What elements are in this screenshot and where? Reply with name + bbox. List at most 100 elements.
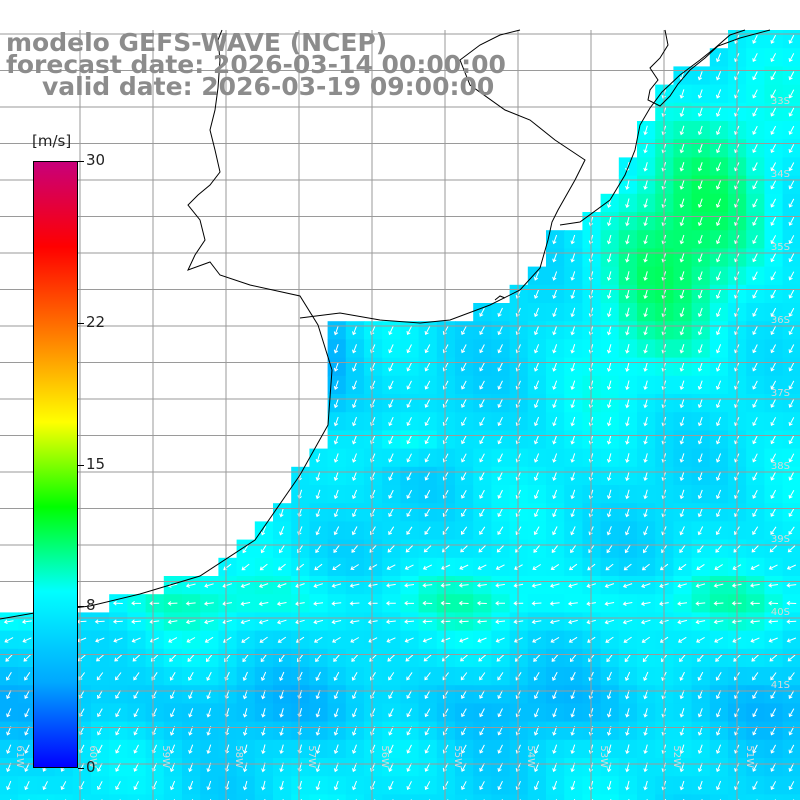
wind-arrow: [606, 435, 612, 445]
wind-arrow: [768, 600, 779, 606]
wind-arrow: [752, 125, 758, 135]
wind-arrow: [479, 690, 485, 699]
wind-arrow: [552, 380, 558, 390]
wind-arrow: [497, 708, 503, 718]
wind-arrow: [115, 781, 121, 791]
wind-arrow: [770, 326, 777, 336]
wind-arrow: [788, 726, 795, 736]
wind-speed-cell: [509, 794, 529, 800]
wind-arrow: [349, 583, 360, 588]
wind-arrow: [643, 307, 648, 318]
wind-arrow: [461, 435, 467, 445]
wind-arrow: [552, 507, 558, 518]
wind-arrow: [788, 781, 795, 791]
wind-arrow: [788, 162, 795, 172]
wind-arrow: [115, 708, 121, 718]
wind-arrow: [570, 744, 576, 755]
wind-speed-cell: [36, 794, 56, 800]
wind-arrow: [188, 744, 194, 754]
wind-arrow: [679, 380, 685, 391]
wind-arrow: [679, 89, 685, 99]
wind-arrow: [770, 435, 777, 445]
wind-arrow: [424, 417, 431, 427]
wind-arrow: [497, 780, 503, 791]
wind-arrow: [640, 619, 651, 625]
wind-arrow: [386, 564, 396, 570]
wind-arrow: [788, 690, 795, 699]
wind-arrow: [643, 180, 648, 190]
wind-arrow: [679, 253, 685, 263]
wind-arrow: [388, 453, 394, 463]
wind-arrow: [697, 180, 703, 190]
wind-arrow: [187, 654, 195, 662]
wind-arrow: [242, 544, 249, 554]
wind-arrow: [679, 216, 685, 227]
wind-arrow: [695, 601, 706, 606]
wind-arrow: [549, 601, 560, 606]
longitude-label: 59W: [160, 745, 171, 768]
wind-arrow: [715, 325, 722, 336]
wind-arrow: [715, 216, 722, 227]
wind-speed-cell: [145, 794, 165, 800]
wind-arrow: [495, 600, 505, 606]
wind-arrow: [697, 125, 703, 136]
wind-arrow: [752, 307, 758, 317]
wind-arrow: [6, 744, 12, 754]
wind-arrow: [424, 489, 431, 499]
wind-arrow: [715, 180, 722, 190]
wind-arrow: [113, 637, 123, 643]
wind-arrow: [352, 362, 357, 372]
wind-arrow: [770, 180, 777, 190]
wind-arrow: [406, 326, 412, 336]
wind-arrow: [606, 544, 613, 554]
wind-arrow: [570, 435, 576, 445]
wind-arrow: [606, 216, 612, 227]
wind-arrow: [95, 637, 105, 643]
wind-arrow: [679, 198, 685, 209]
wind-arrow: [279, 671, 285, 681]
wind-arrow: [531, 583, 542, 588]
wind-arrow: [461, 362, 467, 372]
wind-arrow: [477, 564, 487, 570]
wind-arrow: [570, 234, 576, 245]
wind-arrow: [22, 637, 32, 643]
wind-arrow: [788, 289, 795, 299]
coastline: [0, 29, 771, 620]
wind-arrow: [404, 600, 415, 606]
wind-arrow: [770, 162, 777, 172]
wind-speed-cell: [473, 794, 492, 800]
wind-arrow: [458, 583, 469, 588]
wind-arrow: [422, 637, 433, 643]
wind-arrow: [461, 380, 467, 390]
wind-arrow: [625, 416, 630, 427]
wind-speed-cell: [418, 794, 438, 800]
wind-arrow: [713, 619, 724, 625]
wind-arrow: [625, 234, 630, 245]
wind-arrow: [643, 489, 648, 500]
wind-arrow: [332, 563, 341, 570]
wind-arrow: [679, 344, 685, 354]
wind-arrow: [333, 416, 339, 427]
wind-arrow: [242, 744, 248, 755]
wind-arrow: [715, 143, 722, 154]
wind-arrow: [132, 654, 141, 662]
wind-arrow: [625, 216, 630, 227]
wind-arrow: [115, 744, 121, 754]
wind-arrow: [552, 398, 558, 409]
wind-arrow: [770, 453, 777, 463]
wind-speed-cell: [72, 794, 92, 800]
wind-speed-cell: [91, 794, 110, 800]
colorbar-tick-label: 15: [86, 454, 106, 473]
wind-arrow: [533, 271, 540, 281]
wind-arrow: [551, 654, 559, 662]
wind-arrow: [169, 671, 176, 681]
wind-arrow: [295, 619, 305, 625]
wind-arrow: [131, 619, 142, 625]
wind-arrow: [606, 234, 612, 245]
wind-arrow: [242, 654, 249, 663]
latitude-label: 40S: [771, 607, 790, 618]
wind-arrow: [461, 690, 467, 699]
wind-arrow: [768, 564, 778, 570]
wind-arrow: [169, 654, 177, 662]
wind-arrow: [552, 526, 558, 536]
